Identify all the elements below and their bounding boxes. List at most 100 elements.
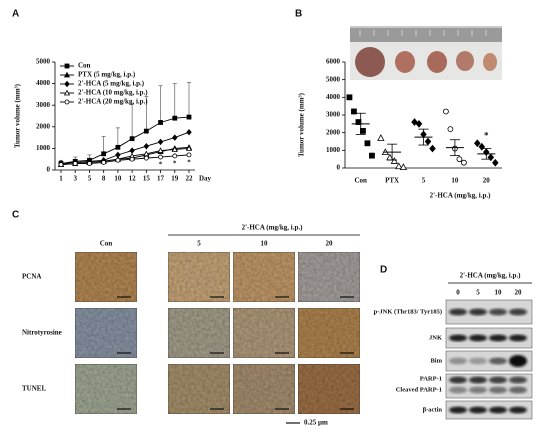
blot-band xyxy=(449,334,467,342)
marker xyxy=(487,153,495,162)
scale-label: 0.25 μm xyxy=(304,419,328,427)
x-tick-label: 5 xyxy=(422,177,426,185)
legend-label: Con xyxy=(78,62,91,70)
row-label: PARP-1 xyxy=(420,375,442,382)
marker xyxy=(390,157,399,164)
marker xyxy=(346,94,353,101)
blot-band xyxy=(489,406,507,414)
y-tick-label: 6000 xyxy=(326,58,341,66)
micrograph xyxy=(232,363,296,415)
x-tick-label: 10 xyxy=(114,175,122,183)
marker xyxy=(185,145,193,151)
micrograph xyxy=(297,363,361,415)
row-label: PCNA xyxy=(22,273,41,281)
y-tick-label: 5000 xyxy=(326,75,341,83)
column-label: 10 xyxy=(261,240,269,248)
marker xyxy=(377,134,385,141)
x-tick-label: 12 xyxy=(129,175,137,183)
marker xyxy=(171,146,178,152)
marker xyxy=(143,143,150,150)
blot-band xyxy=(469,334,487,342)
micrograph xyxy=(167,363,231,415)
y-tick-label: 2000 xyxy=(326,128,341,136)
marker xyxy=(369,152,375,159)
marker xyxy=(158,120,163,125)
y-tick-label: 0 xyxy=(47,166,51,174)
y-tick-label: 3000 xyxy=(326,111,341,119)
annotation: * xyxy=(187,158,191,166)
blot-band xyxy=(489,386,507,394)
series-line xyxy=(60,131,190,164)
micrographs xyxy=(74,251,361,415)
blot-band xyxy=(469,406,487,414)
x-tick-label: 17 xyxy=(157,175,165,183)
marker xyxy=(58,162,64,168)
marker xyxy=(172,153,178,159)
micrograph xyxy=(297,251,361,303)
x-tick-label: 5 xyxy=(88,175,92,183)
marker xyxy=(129,156,135,162)
marker xyxy=(63,89,71,96)
marker xyxy=(64,99,70,105)
x-tick-label: 19 xyxy=(171,175,179,183)
blot-band xyxy=(449,406,467,414)
x-tick-label: 15 xyxy=(143,175,151,183)
legend-label: 2'-HCA (5 mg/kg, i.p.) xyxy=(78,80,145,88)
series-line xyxy=(60,154,190,166)
marker xyxy=(129,147,135,154)
row-label: Nitrotyrosine xyxy=(22,329,62,337)
x-tick-label: 3 xyxy=(73,175,77,183)
lane-label: 5 xyxy=(476,289,480,297)
marker xyxy=(442,108,449,115)
micrograph xyxy=(74,251,138,303)
blot-band xyxy=(449,386,467,394)
column-header: 2'-HCA (mg/kg, i.p.) xyxy=(242,224,304,232)
y-tick-label: 3000 xyxy=(36,101,51,109)
series-line xyxy=(60,116,190,164)
x-axis-title: 2'-HCA (mg/kg, i.p.) xyxy=(430,192,492,200)
legend-label: 2'-HCA (20 mg/kg, i.p.) xyxy=(78,98,148,106)
marker xyxy=(447,126,454,133)
y-tick-label: 4000 xyxy=(326,93,341,101)
marker xyxy=(478,142,486,151)
y-axis-title: Tumor volume (mm³) xyxy=(298,92,306,157)
marker xyxy=(364,140,371,147)
x-tick-label: PTX xyxy=(385,177,399,185)
x-tick-label: 10 xyxy=(451,177,459,185)
blot-band xyxy=(469,386,487,394)
marker xyxy=(143,128,149,134)
column-label: Con xyxy=(100,240,113,248)
y-tick-label: 0 xyxy=(337,164,341,172)
annotation: * xyxy=(173,160,177,168)
lane-label: 0 xyxy=(456,289,460,297)
marker xyxy=(157,138,164,146)
blot-band xyxy=(449,308,467,316)
blot-band xyxy=(449,376,467,384)
marker xyxy=(158,154,163,160)
micrograph xyxy=(74,307,138,359)
blot-band xyxy=(489,376,507,384)
x-tick-label: 22 xyxy=(186,175,194,183)
western-blots xyxy=(445,299,533,420)
y-axis-title: Tumor volume (mm³) xyxy=(14,83,22,148)
blot-band xyxy=(489,334,507,342)
marker xyxy=(186,114,192,120)
marker xyxy=(429,144,436,153)
marker xyxy=(129,136,135,142)
marker xyxy=(115,144,121,150)
column-header: 2'-HCA (mg/kg, i.p.) xyxy=(460,272,522,280)
x-tick-label: 8 xyxy=(102,175,106,183)
row-label: β-actin xyxy=(423,406,443,413)
marker xyxy=(456,156,463,163)
tumor-photo xyxy=(350,26,502,80)
blot-band xyxy=(469,308,487,316)
micrograph xyxy=(297,307,361,359)
row-label: Bim xyxy=(430,357,442,364)
marker xyxy=(172,115,178,121)
y-tick-label: 1000 xyxy=(36,144,51,152)
marker xyxy=(474,139,481,148)
column-label: 20 xyxy=(326,240,334,248)
marker xyxy=(460,159,467,166)
lane-label: 20 xyxy=(515,289,523,297)
